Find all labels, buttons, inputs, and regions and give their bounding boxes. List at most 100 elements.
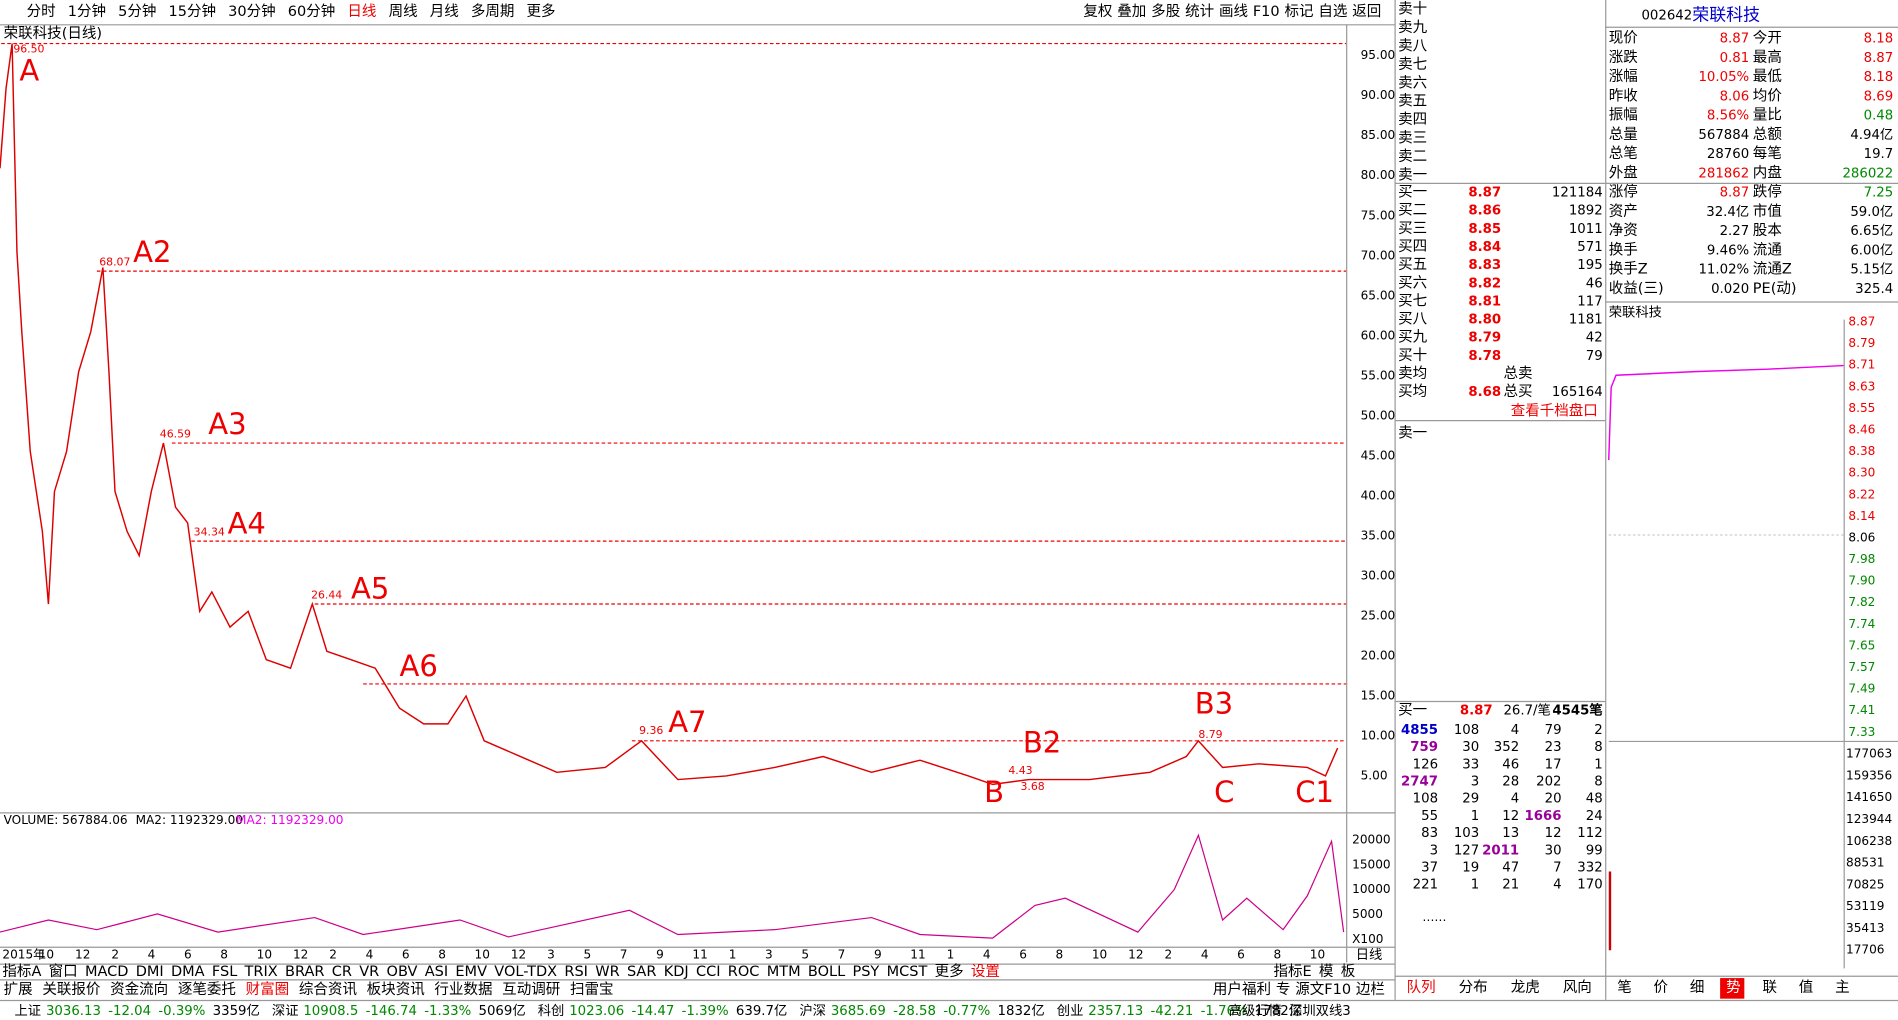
depth-link[interactable]: 查看千档盘口 <box>1511 402 1598 420</box>
index-value: 10908.5 <box>303 1004 358 1019</box>
queue-price: 8.87 <box>1460 704 1493 719</box>
minute-tab[interactable]: 势 <box>1726 979 1741 996</box>
bottom-tab[interactable]: 关联报价 <box>42 981 101 998</box>
bottom-tab[interactable]: 扩展 <box>4 981 33 998</box>
period-tab[interactable]: 1分钟 <box>68 3 106 20</box>
bottom-tab[interactable]: 专 <box>1276 981 1291 998</box>
price-label: 9.36 <box>639 724 663 737</box>
x-tick: 4 <box>1201 948 1209 962</box>
indicator-tab[interactable]: 指标E <box>1273 963 1311 980</box>
period-tab[interactable]: 分时 <box>27 3 56 20</box>
bottom-tab[interactable]: 综合资讯 <box>299 981 358 998</box>
period-tab[interactable]: 60分钟 <box>288 3 336 20</box>
minute-volume-tick: 17706 <box>1846 943 1884 957</box>
book-tab[interactable]: 风向 <box>1563 979 1592 996</box>
indicator-tab[interactable]: 窗口 <box>49 962 78 980</box>
indicator-tab[interactable]: BOLL <box>808 964 846 980</box>
bottom-tab[interactable]: 资金流向 <box>110 981 168 998</box>
queue-cell: 126 <box>1413 757 1438 772</box>
buy-volume: 121184 <box>1552 185 1603 200</box>
indicator-tab[interactable]: CCI <box>696 964 721 980</box>
buy-volume: 46 <box>1586 276 1603 291</box>
bottom-tab[interactable]: 逐笔委托 <box>178 981 236 998</box>
bottom-tab[interactable]: 用户福利 <box>1213 981 1271 998</box>
indicator-tab[interactable]: VOL-TDX <box>494 964 557 980</box>
bottom-tab[interactable]: 扫雷宝 <box>570 981 614 998</box>
minute-tab[interactable]: 联 <box>1762 979 1777 996</box>
bottom-tab[interactable]: 互动调研 <box>502 981 560 998</box>
tool-button[interactable]: 自选 <box>1318 3 1348 20</box>
bottom-tab[interactable]: 板块资讯 <box>367 980 426 998</box>
indicator-tab[interactable]: MTM <box>767 964 801 980</box>
queue-cell: 332 <box>1577 860 1602 875</box>
bottom-tab[interactable]: 边栏 <box>1356 981 1385 998</box>
minute-tab[interactable]: 值 <box>1799 979 1814 996</box>
indicator-tab[interactable]: OBV <box>387 964 418 980</box>
period-tab[interactable]: 30分钟 <box>228 3 276 20</box>
indicator-tab[interactable]: DMA <box>171 964 205 980</box>
x-tick: 9 <box>874 948 882 962</box>
period-tab[interactable]: 15分钟 <box>169 3 217 20</box>
bottom-tab[interactable]: 源文F10 <box>1295 981 1351 998</box>
queue-cell: 37 <box>1421 860 1438 875</box>
indicator-tab[interactable]: SAR <box>627 964 657 980</box>
indicator-tab[interactable]: RSI <box>564 964 588 980</box>
queue-more: …… <box>1422 910 1446 924</box>
book-tab[interactable]: 分布 <box>1459 979 1488 996</box>
x-tick: 7 <box>838 948 846 962</box>
minute-tab[interactable]: 笔 <box>1617 979 1632 996</box>
tool-button[interactable]: 复权 <box>1083 2 1113 20</box>
indicator-tab[interactable]: DMI <box>136 964 164 980</box>
indicator-tab[interactable]: WR <box>595 964 619 980</box>
indicator-tab[interactable]: MACD <box>85 964 129 980</box>
status-item: 高级行情 <box>1229 1002 1282 1019</box>
period-tab[interactable]: 日线 <box>347 3 376 20</box>
quote-label: 收益(三) <box>1609 280 1664 297</box>
tool-button[interactable]: 画线 <box>1219 3 1248 20</box>
volume-tick: X100 <box>1352 932 1383 946</box>
tool-button[interactable]: 统计 <box>1185 3 1214 20</box>
annotation: B <box>984 775 1004 809</box>
indicator-tab[interactable]: CR <box>332 964 352 980</box>
tool-button[interactable]: 多股 <box>1151 3 1180 20</box>
quote-value: 8.18 <box>1864 32 1894 47</box>
volume-tick: 20000 <box>1352 833 1390 847</box>
tool-button[interactable]: 标记 <box>1285 3 1314 20</box>
indicator-tab[interactable]: 模 <box>1319 963 1334 980</box>
quote-value: 9.46% <box>1707 243 1749 258</box>
tool-button[interactable]: 叠加 <box>1117 3 1146 20</box>
indicator-tab[interactable]: VR <box>359 964 379 980</box>
period-tab[interactable]: 周线 <box>389 3 418 20</box>
indicator-tab[interactable]: ROC <box>728 964 760 980</box>
minute-tab[interactable]: 细 <box>1690 979 1705 996</box>
bottom-tab[interactable]: 行业数据 <box>434 981 492 998</box>
indicator-tab[interactable]: KDJ <box>664 964 689 980</box>
tool-button[interactable]: 返回 <box>1352 3 1381 20</box>
price-tick: 40.00 <box>1361 488 1396 502</box>
period-tab[interactable]: 更多 <box>527 3 556 20</box>
indicator-tab[interactable]: ASI <box>425 964 448 980</box>
indicator-tab[interactable]: TRIX <box>244 964 278 980</box>
sell-avg: 卖均 <box>1398 365 1427 382</box>
indicator-tab[interactable]: MCST <box>887 964 928 980</box>
book-tab[interactable]: 队列 <box>1407 979 1436 996</box>
indicator-tab[interactable]: PSY <box>852 964 879 980</box>
bottom-tab[interactable]: 财富圈 <box>246 980 290 998</box>
minute-tab[interactable]: 价 <box>1654 980 1669 996</box>
period-tab[interactable]: 多周期 <box>471 3 515 20</box>
indicator-tab[interactable]: 更多 <box>935 963 964 980</box>
indicator-tab[interactable]: FSL <box>212 964 238 980</box>
quote-value: 10.05% <box>1698 70 1749 85</box>
x-tick: 12 <box>293 948 308 962</box>
book-tab[interactable]: 龙虎 <box>1511 979 1540 996</box>
indicator-tab[interactable]: BRAR <box>285 964 324 980</box>
indicator-tab[interactable]: 设置 <box>971 963 1000 980</box>
indicator-tab[interactable]: EMV <box>455 964 487 980</box>
minute-tab[interactable]: 主 <box>1835 979 1850 996</box>
quote-label: 现价 <box>1609 31 1639 47</box>
tool-button[interactable]: F10 <box>1253 4 1280 20</box>
period-tab[interactable]: 5分钟 <box>118 3 156 20</box>
indicator-tab[interactable]: 指标A <box>2 963 41 980</box>
indicator-tab[interactable]: 板 <box>1341 962 1356 980</box>
period-tab[interactable]: 月线 <box>430 3 459 20</box>
